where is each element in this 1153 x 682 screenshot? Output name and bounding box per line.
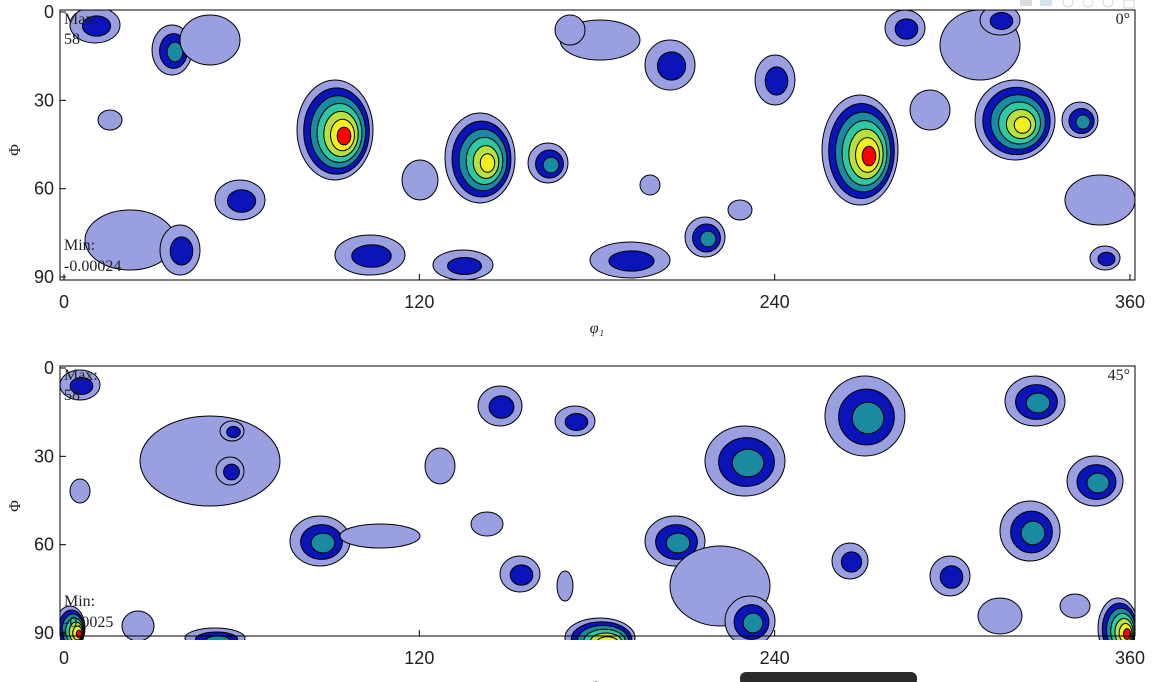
contour-region [336,126,352,146]
contour-region [226,425,241,439]
contour-region [989,12,1014,30]
contour-region [840,551,863,573]
contour-region [639,174,661,196]
toolbar [1020,0,1135,9]
contour-region [205,635,231,640]
contour-region [81,15,112,37]
contour-region [1097,251,1116,267]
contour-region [97,109,123,131]
contour-region [861,145,877,167]
contour-region [1086,472,1110,494]
contour-region [556,570,574,602]
contour-region [1013,116,1032,134]
contour-region [179,14,241,66]
axes-box [59,365,1136,637]
y-tick-label: 90 [34,623,54,643]
x-tick-label: 0 [59,292,69,312]
contour-region [121,610,155,640]
section-label: 0° [1116,11,1130,28]
x-tick-label: 120 [404,292,434,312]
contour-region [939,565,964,589]
contour-region [1075,114,1091,130]
y-tick-label: 0 [44,358,54,378]
contour-region [69,478,91,504]
contour-region [1122,628,1132,640]
x-axis-label: φ₁ [590,320,604,337]
max-value: 58 [64,387,80,404]
contour-region [447,257,482,275]
contour-region [764,66,789,96]
contour-plot [60,369,1135,640]
contour-region [1064,174,1135,226]
contour-region [169,236,194,266]
x-tick-label: 120 [404,648,434,668]
contour-region [597,636,618,640]
contour-region [226,189,257,213]
y-axis-label: Φ [7,500,24,512]
contour-region [488,395,515,419]
contour-region [608,250,655,272]
y-tick-label: 60 [34,179,54,199]
contour-region [607,639,611,640]
contour-region [424,447,456,485]
contour-region [699,230,717,248]
contour-region [223,463,240,481]
contour-region [351,244,392,268]
contour-region [542,156,560,174]
contour-region [139,415,281,507]
contour-region [742,612,764,634]
contour-region [1059,593,1091,619]
contour-region [339,523,421,549]
min-label: Min: [64,593,95,610]
contour-region [554,14,586,46]
min-value: -0.0025 [64,614,113,631]
contour-region [509,564,534,586]
contour-region [166,41,184,63]
contour-region [1025,392,1051,414]
max-label: Max: [64,367,98,384]
contour-plot [69,10,1135,280]
x-tick-label: 360 [1115,648,1145,668]
contour-region [977,597,1023,635]
y-axis-label: Φ [7,144,24,156]
contour-region [479,153,496,173]
x-tick-label: 240 [760,648,790,668]
contour-region [1020,520,1046,546]
contour-region [470,511,504,537]
max-label: Max: [64,11,98,28]
contour-region [731,448,765,478]
y-tick-label: 90 [34,267,54,287]
section-label: 45° [1108,367,1130,384]
min-label: Min: [64,237,95,254]
x-tick-label: 360 [1115,292,1145,312]
contour-region [894,18,919,40]
contour-region [69,377,94,395]
y-tick-label: 60 [34,535,54,555]
contour-region [564,413,589,431]
contour-region [665,532,691,554]
contour-region [401,159,439,201]
min-value: -0.00024 [64,258,121,275]
x-tick-label: 240 [760,292,790,312]
x-axis-label: φ₁ [590,676,604,682]
contour-region [727,199,753,221]
contour-region [909,89,951,131]
y-tick-label: 30 [34,90,54,110]
contour-region [75,629,83,639]
max-value: 58 [64,31,80,48]
axes-box [59,9,1136,281]
contour-region [310,532,336,554]
contour-region [656,51,687,81]
tooltip [740,672,917,682]
contour-region [851,401,885,435]
y-tick-label: 30 [34,446,54,466]
plots: 0 120 240 360 0 30 60 90 φ₁ Φ Max: 58 Min: -0.00024 0°… [7,2,1145,682]
y-tick-label: 0 [44,2,54,22]
x-tick-label: 0 [59,648,69,668]
